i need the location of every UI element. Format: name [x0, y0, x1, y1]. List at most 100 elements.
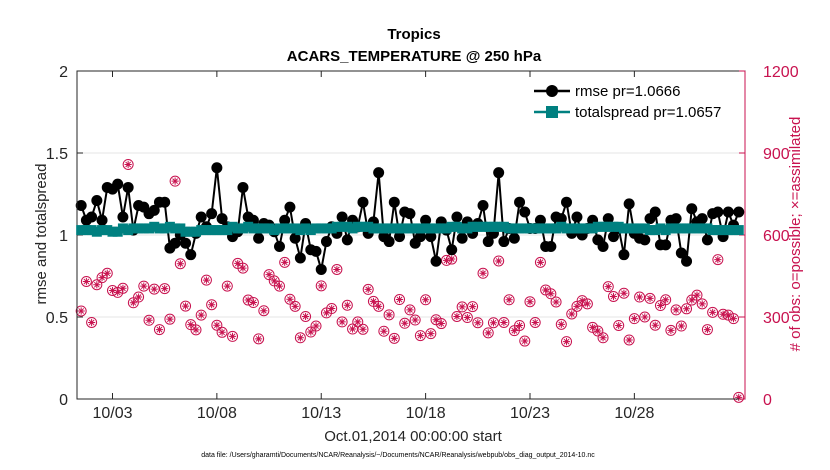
totalspread-point: [222, 225, 233, 236]
obs-possible-circle: [519, 335, 531, 347]
rmse-point: [425, 231, 437, 243]
totalspread-point: [316, 223, 327, 234]
obs-count-marker: [399, 317, 411, 329]
obs-assimilated-star: [333, 265, 341, 274]
y2-tick-label: 600: [763, 228, 790, 245]
totalspread-point: [290, 223, 301, 234]
obs-assimilated-star: [103, 269, 111, 277]
chart-subtitle: ACARS_TEMPERATURE @ 250 hPa: [287, 48, 542, 65]
totalspread-point: [681, 223, 692, 234]
obs-possible-circle: [133, 291, 145, 303]
obs-count-marker: [336, 316, 348, 328]
obs-count-marker: [315, 280, 327, 292]
obs-possible-circle: [696, 298, 708, 310]
rmse-point: [649, 206, 661, 218]
obs-count-marker: [133, 291, 145, 303]
rmse-point: [169, 237, 181, 249]
obs-assimilated-star: [651, 321, 659, 329]
totalspread-point: [144, 223, 155, 234]
obs-count-marker: [247, 297, 259, 309]
totalspread-point: [671, 223, 682, 234]
obs-assimilated-star: [171, 177, 179, 185]
y2-tick-label: 0: [763, 392, 772, 409]
obs-assimilated-star: [286, 295, 294, 303]
totalspread-point: [509, 223, 520, 234]
y-axis-label: rmse and totalspread: [33, 164, 50, 305]
obs-count-marker: [174, 258, 186, 270]
obs-possible-circle: [597, 332, 609, 344]
obs-possible-circle: [378, 325, 390, 337]
obs-count-marker: [503, 294, 515, 306]
rmse-point: [237, 181, 249, 193]
totalspread-point: [603, 221, 614, 232]
obs-possible-circle: [644, 292, 656, 304]
x-tick-label: 10/13: [301, 405, 341, 422]
rmse-point: [545, 240, 557, 252]
obs-count-marker: [644, 292, 656, 304]
obs-possible-circle: [414, 330, 426, 342]
obs-assimilated-star: [176, 260, 184, 268]
obs-assimilated-star: [672, 306, 680, 314]
obs-assimilated-star: [458, 303, 466, 311]
obs-assimilated-star: [369, 297, 378, 306]
obs-assimilated-star: [542, 286, 550, 294]
obs-possible-circle: [503, 294, 515, 306]
totalspread-point: [279, 223, 290, 234]
obs-assimilated-star: [682, 305, 691, 313]
obs-assimilated-star: [583, 300, 591, 308]
totalspread-point: [613, 221, 624, 232]
obs-possible-circle: [701, 324, 713, 336]
obs-count-marker: [80, 275, 92, 287]
obs-possible-circle: [91, 279, 103, 291]
obs-assimilated-star: [197, 311, 205, 319]
obs-count-marker: [91, 279, 103, 291]
obs-assimilated-star: [98, 274, 106, 282]
totalspread-point: [175, 223, 186, 234]
obs-count-marker: [289, 300, 301, 312]
totalspread-point: [571, 223, 582, 234]
rmse-point: [607, 231, 619, 243]
obs-count-marker: [341, 299, 353, 311]
rmse-point: [112, 178, 124, 190]
obs-count-series: [75, 158, 745, 403]
obs-possible-circle: [712, 254, 724, 266]
obs-assimilated-star: [468, 303, 477, 311]
obs-assimilated-star: [291, 302, 299, 310]
rmse-point: [519, 206, 531, 218]
obs-count-marker: [707, 306, 719, 318]
obs-count-marker: [86, 316, 98, 328]
rmse-point: [357, 196, 369, 208]
obs-count-marker: [670, 304, 682, 316]
obs-possible-circle: [514, 319, 526, 331]
rmse-point: [639, 234, 651, 246]
obs-assimilated-star: [521, 337, 529, 345]
totalspread-point: [498, 221, 509, 232]
totalspread-point: [561, 223, 572, 234]
totalspread-point: [467, 221, 478, 232]
rmse-point: [253, 232, 265, 244]
obs-assimilated-star: [510, 327, 518, 335]
obs-possible-circle: [253, 333, 265, 345]
totalspread-point: [347, 223, 358, 234]
totalspread-point: [530, 223, 541, 234]
obs-count-marker: [122, 158, 134, 170]
obs-count-marker: [258, 305, 270, 317]
totalspread-point: [138, 223, 149, 234]
totalspread-point: [483, 221, 494, 232]
rmse-point: [420, 214, 432, 226]
totalspread-point: [227, 221, 238, 232]
totalspread-point: [321, 223, 332, 234]
obs-assimilated-star: [562, 338, 571, 346]
obs-count-marker: [597, 332, 609, 344]
obs-count-marker: [456, 301, 468, 313]
totalspread-point: [728, 225, 739, 236]
totalspread-point: [117, 223, 128, 234]
totalspread-point: [665, 223, 676, 234]
obs-count-marker: [425, 328, 437, 340]
obs-possible-circle: [561, 336, 573, 348]
rmse-point: [477, 199, 489, 211]
obs-possible-circle: [221, 280, 233, 292]
obs-assimilated-star: [453, 312, 461, 321]
totalspread-point: [394, 223, 405, 234]
obs-count-marker: [728, 313, 740, 325]
